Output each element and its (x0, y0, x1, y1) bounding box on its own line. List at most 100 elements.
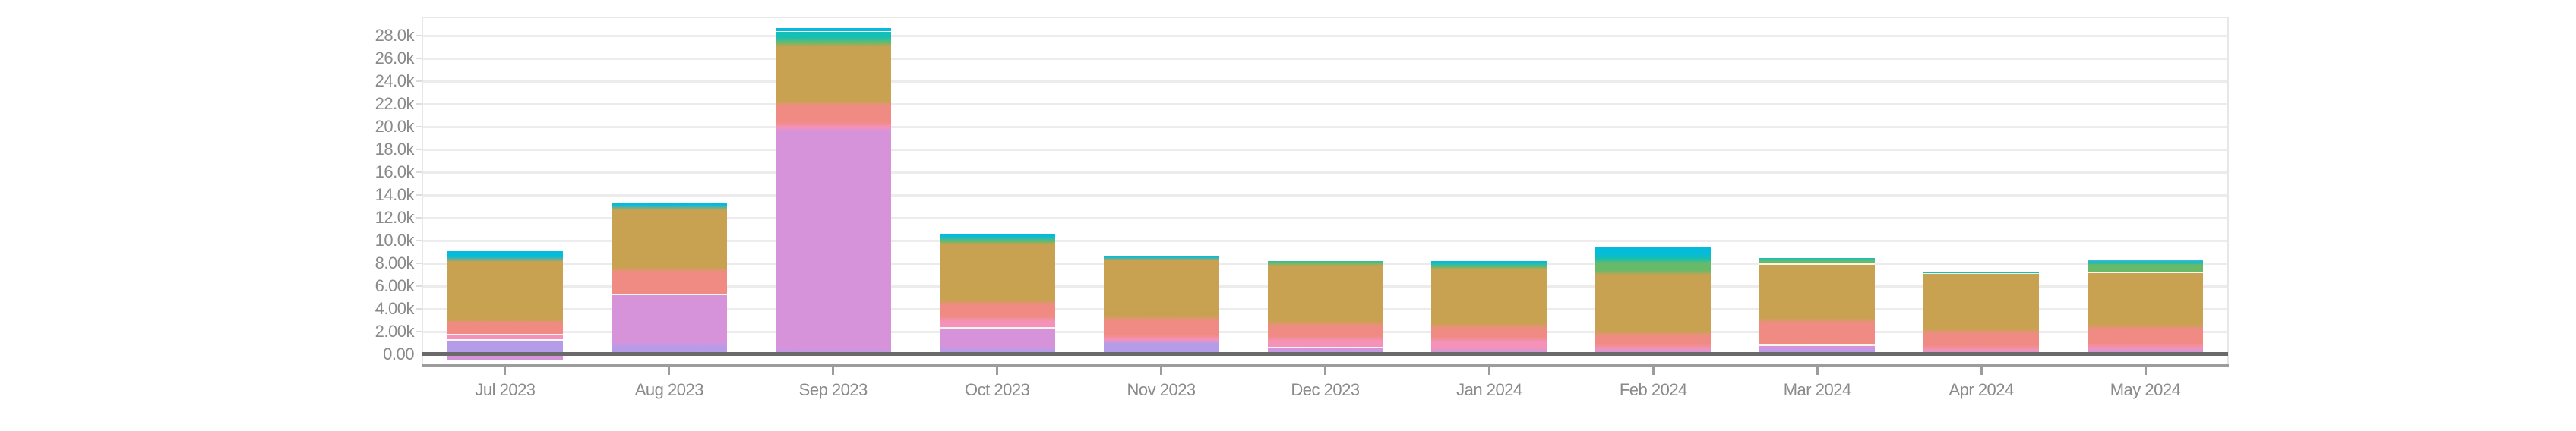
x-axis-tick-label: Aug 2023 (634, 380, 704, 399)
bar-segment[interactable] (1103, 339, 1219, 344)
x-axis-tick (996, 367, 999, 375)
bar-segment[interactable] (1595, 275, 1712, 337)
bar-segment[interactable] (1103, 260, 1219, 321)
y-axis-tick-label: 28.0k (375, 26, 415, 45)
bar-segment-negative[interactable] (447, 354, 563, 360)
y-axis-tick-label: 24.0k (375, 71, 415, 90)
x-axis-tick (1816, 367, 1819, 375)
bar-segment[interactable] (447, 339, 563, 341)
gridline (423, 193, 2227, 197)
bar-segment[interactable] (1595, 348, 1712, 354)
bar-segment[interactable] (1267, 261, 1383, 263)
bar-segment[interactable] (1431, 269, 1547, 329)
bar-segment[interactable] (611, 202, 727, 211)
bar-segment[interactable] (1103, 320, 1219, 340)
bar-segment[interactable] (2088, 259, 2204, 263)
bar-segment[interactable] (2088, 271, 2204, 273)
bar-segment[interactable] (447, 335, 563, 340)
bar-segment[interactable] (611, 348, 727, 354)
bar-segment[interactable] (1595, 263, 1712, 275)
bar-segment[interactable] (447, 262, 563, 324)
bar-segment[interactable] (611, 272, 727, 294)
bar-segment[interactable] (775, 106, 891, 127)
bar-segment[interactable] (1759, 257, 1876, 261)
bar-segment[interactable] (939, 241, 1055, 244)
bar-segment[interactable] (1431, 266, 1547, 270)
gridline (423, 102, 2227, 105)
bar-segment[interactable] (775, 131, 891, 354)
bar-segment[interactable] (939, 327, 1055, 329)
x-axis-tick (1324, 367, 1326, 375)
bar-segment[interactable] (775, 42, 891, 46)
y-axis-tick-label: 16.0k (375, 162, 415, 181)
bar-segment[interactable] (775, 31, 891, 42)
bar-segment[interactable] (447, 250, 563, 263)
bar-segment[interactable] (2088, 329, 2204, 348)
x-axis-tick-label: Sep 2023 (798, 380, 868, 399)
bar-segment[interactable] (1923, 271, 2040, 273)
bar-segment[interactable] (1431, 260, 1547, 267)
bar-segment[interactable] (1759, 265, 1876, 323)
bar-segment[interactable] (1267, 326, 1383, 341)
bar-segment[interactable] (447, 323, 563, 334)
y-axis-tick-label: 8.00k (375, 253, 415, 272)
bar-segment[interactable] (1267, 348, 1383, 354)
bar-segment[interactable] (1103, 256, 1219, 260)
bar-segment[interactable] (775, 30, 891, 32)
gridline (423, 148, 2227, 151)
bar-segment[interactable] (1267, 263, 1383, 266)
bar-segment[interactable] (939, 244, 1055, 305)
bar-segment[interactable] (939, 329, 1055, 351)
bar-segment[interactable] (447, 333, 563, 335)
bar-segment[interactable] (2088, 265, 2204, 272)
bar-segment[interactable] (1595, 257, 1712, 263)
bar-segment[interactable] (1923, 272, 2040, 275)
bar-segment[interactable] (1431, 329, 1547, 342)
y-axis-tick (416, 308, 422, 310)
bar-segment[interactable] (939, 321, 1055, 327)
plot-border-right (2227, 17, 2229, 365)
bar-segment[interactable] (939, 234, 1055, 241)
gridline (423, 239, 2227, 242)
bar-segment[interactable] (2088, 272, 2204, 329)
bar-segment[interactable] (1759, 261, 1876, 264)
y-axis-tick (416, 194, 422, 196)
bar-segment[interactable] (1267, 341, 1383, 347)
bar-segment[interactable] (1759, 322, 1876, 344)
y-axis-tick-label: 10.0k (375, 231, 415, 250)
y-axis-tick-label: 22.0k (375, 94, 415, 113)
bar-segment[interactable] (1923, 334, 2040, 351)
x-axis-tick-label: Mar 2024 (1783, 380, 1851, 399)
bar-segment[interactable] (1267, 346, 1383, 348)
bar-segment[interactable] (1759, 344, 1876, 346)
bar-segment[interactable] (1923, 274, 2040, 334)
y-axis-tick (416, 149, 422, 150)
x-axis-tick-label: Jul 2023 (475, 380, 536, 399)
bar-segment[interactable] (775, 127, 891, 131)
bar-segment[interactable] (775, 46, 891, 106)
bar-segment[interactable] (611, 293, 727, 295)
bar-segment[interactable] (1595, 247, 1712, 258)
bar-segment[interactable] (1103, 343, 1219, 354)
x-axis-tick-label: Dec 2023 (1291, 380, 1360, 399)
bar-segment[interactable] (447, 341, 563, 354)
bar-segment[interactable] (1595, 336, 1712, 349)
x-axis-tick-label: Oct 2023 (965, 380, 1030, 399)
bar-segment[interactable] (775, 28, 891, 31)
y-axis-tick (416, 103, 422, 105)
bar-segment[interactable] (939, 304, 1055, 322)
bar-segment[interactable] (2088, 263, 2204, 266)
zero-line (422, 352, 2228, 356)
bar-segment[interactable] (2088, 348, 2204, 354)
bar-segment[interactable] (1759, 345, 1876, 352)
bar-segment[interactable] (1759, 263, 1876, 266)
bar-segment[interactable] (611, 295, 727, 348)
y-axis-tick-label: 20.0k (375, 117, 415, 136)
bar-segment[interactable] (1267, 266, 1383, 326)
x-axis-tick (1980, 367, 1983, 375)
y-axis-tick-label: 18.0k (375, 140, 415, 159)
x-axis-tick (504, 367, 507, 375)
bar-segment[interactable] (611, 210, 727, 272)
bar-segment[interactable] (1431, 341, 1547, 354)
